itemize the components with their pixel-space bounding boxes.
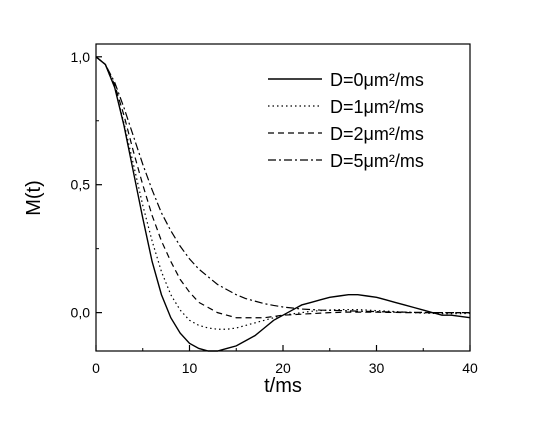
x-tick-label: 0	[92, 360, 100, 376]
x-axis-ticks: 0 10 20 30 40	[92, 345, 478, 376]
y-axis-label: M(t)	[23, 180, 45, 216]
y-tick-label: 1,0	[71, 49, 91, 65]
legend-entry: D=1μm²/ms	[330, 97, 424, 117]
x-tick-label: 10	[182, 360, 198, 376]
series-line	[95, 56, 470, 314]
series-line	[95, 56, 471, 330]
y-axis-ticks: 0,0 0,5 1,0	[71, 49, 102, 321]
series-line	[95, 56, 470, 319]
series-layer	[95, 56, 471, 352]
x-tick-label: 40	[462, 360, 478, 376]
y-tick-label: 0,0	[71, 305, 91, 321]
x-axis-label: t/ms	[264, 375, 302, 397]
x-tick-label: 30	[369, 360, 385, 376]
legend-entry: D=0μm²/ms	[330, 70, 424, 90]
legend-entry: D=2μm²/ms	[330, 124, 424, 144]
y-tick-label: 0,5	[71, 177, 91, 193]
legend-entry: D=5μm²/ms	[330, 151, 424, 171]
series-line	[95, 56, 471, 352]
x-tick-label: 20	[275, 360, 291, 376]
legend: D=0μm²/ms D=1μm²/ms D=2μm²/ms D=5μm²/ms	[268, 70, 424, 171]
plot-frame	[95, 43, 471, 352]
